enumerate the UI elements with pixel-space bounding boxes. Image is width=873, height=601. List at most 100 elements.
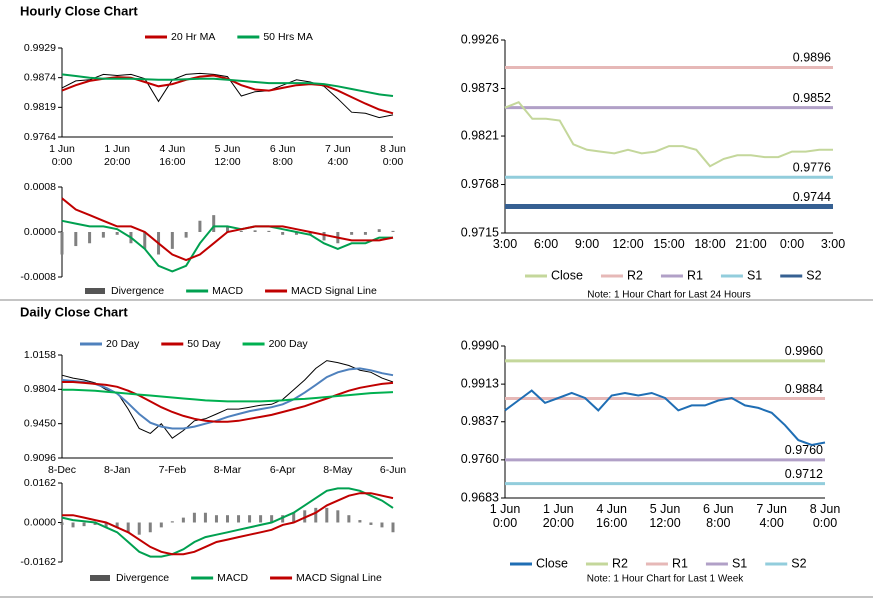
chart-note: Note: 1 Hour Chart for Last 1 Week xyxy=(587,574,745,585)
legend-label: Close xyxy=(551,268,583,282)
x-tick-label: 5 Jun 12:00 xyxy=(649,502,680,530)
level-label: 0.9744 xyxy=(793,190,831,204)
divergence-bar xyxy=(115,232,119,235)
x-tick-label: 3:00 xyxy=(821,237,845,251)
y-tick-label: 0.9715 xyxy=(461,225,499,239)
divergence-bar xyxy=(115,522,119,528)
series-line xyxy=(61,74,394,115)
divergence-bar xyxy=(347,515,351,523)
legend-label: MACD Signal Line xyxy=(291,285,377,297)
price-line xyxy=(61,72,394,119)
legend-label: S1 xyxy=(732,556,747,570)
divergence-bar xyxy=(259,515,263,523)
divergence-bar xyxy=(198,220,202,232)
series-line xyxy=(62,381,394,423)
legend-label: R1 xyxy=(672,556,688,570)
divergence-bar xyxy=(248,515,252,523)
x-tick-label: 6-Jun xyxy=(380,464,406,476)
divergence-bar xyxy=(184,232,188,238)
legend-label: Divergence xyxy=(116,572,169,584)
x-tick-label: 18:00 xyxy=(694,237,725,251)
y-tick-label: 0.9873 xyxy=(461,81,499,95)
legend-label: S1 xyxy=(747,268,762,282)
divergence-bar xyxy=(192,512,196,523)
x-tick-label: 4 Jun 16:00 xyxy=(596,502,627,530)
x-tick-label: 12:00 xyxy=(612,237,643,251)
series-line xyxy=(504,100,833,168)
price-line xyxy=(61,360,394,439)
legend-label: 50 Day xyxy=(187,338,221,350)
x-tick-label: 1 Jun 0:00 xyxy=(490,502,521,530)
y-tick-label: 0.9096 xyxy=(24,452,56,464)
y-tick-label: 1.0158 xyxy=(24,349,56,361)
y-tick-label: 0.9819 xyxy=(24,101,56,113)
x-tick-label: 15:00 xyxy=(653,237,684,251)
divergence-bar xyxy=(237,515,241,523)
legend-label: MACD Signal Line xyxy=(296,572,382,584)
divergence-bar xyxy=(363,232,367,235)
legend-label: R2 xyxy=(627,268,643,282)
legend-label: S2 xyxy=(791,556,806,570)
divergence-bar xyxy=(303,510,307,523)
x-tick-label: 8-May xyxy=(323,464,353,476)
divergence-bar xyxy=(281,232,285,235)
divergence-bar xyxy=(143,232,147,249)
divergence-bar xyxy=(148,522,152,533)
divergence-bar xyxy=(170,521,174,523)
level-label: 0.9712 xyxy=(785,467,823,481)
series-line xyxy=(62,388,394,403)
divergence-bar xyxy=(126,522,130,533)
series-line xyxy=(62,492,394,556)
divergence-bar xyxy=(239,230,243,232)
y-tick-label: 0.9990 xyxy=(461,338,499,352)
x-tick-label: 8-Dec xyxy=(48,464,76,476)
x-tick-label: 8-Jan xyxy=(104,464,130,476)
x-tick-label: 5 Jun 12:00 xyxy=(214,143,240,168)
legend-label: Close xyxy=(536,556,568,570)
divergence-bar xyxy=(212,215,216,232)
y-tick-label: 0.0000 xyxy=(24,226,56,238)
divergence-bar xyxy=(336,510,340,523)
x-tick-label: 7 Jun 4:00 xyxy=(325,143,351,168)
divergence-bar xyxy=(226,226,229,232)
divergence-bar xyxy=(294,232,298,235)
legend-label: MACD xyxy=(212,285,243,297)
legend-swatch xyxy=(90,575,110,581)
x-tick-label: 1 Jun 0:00 xyxy=(49,143,75,168)
divergence-bar xyxy=(101,232,105,238)
divergence-bar xyxy=(104,522,108,528)
divergence-bar xyxy=(377,229,381,232)
x-tick-label: 4 Jun 16:00 xyxy=(159,143,185,168)
y-tick-label: -0.0162 xyxy=(20,556,56,568)
y-tick-label: 0.0008 xyxy=(24,181,56,193)
series-line xyxy=(504,389,826,447)
divergence-bar xyxy=(314,507,318,523)
legend-swatch xyxy=(85,288,105,294)
legend-label: Divergence xyxy=(111,285,164,297)
x-tick-label: 6-Apr xyxy=(270,464,296,476)
divergence-bar xyxy=(93,522,97,525)
x-tick-label: 7-Feb xyxy=(159,464,187,476)
y-tick-label: 0.9768 xyxy=(461,177,499,191)
divergence-bar xyxy=(292,512,296,523)
divergence-bar xyxy=(159,522,163,528)
divergence-bar xyxy=(226,515,229,523)
y-tick-label: 0.9760 xyxy=(461,452,499,466)
y-tick-label: 0.9764 xyxy=(24,131,56,143)
series-line xyxy=(61,197,394,262)
x-tick-label: 8 Jun 0:00 xyxy=(380,143,406,168)
legend-label: 50 Hrs MA xyxy=(263,31,313,43)
y-tick-label: -0.0008 xyxy=(20,271,56,283)
y-tick-label: 0.0000 xyxy=(24,516,56,528)
y-tick-label: 0.9913 xyxy=(461,376,499,390)
y-tick-label: 0.9683 xyxy=(461,490,499,504)
x-tick-label: 0:00 xyxy=(780,237,804,251)
x-tick-label: 8 Jun 0:00 xyxy=(810,502,841,530)
level-label: 0.9960 xyxy=(785,344,823,358)
x-tick-label: 21:00 xyxy=(735,237,766,251)
x-tick-label: 8-Mar xyxy=(214,464,242,476)
x-tick-label: 6 Jun 8:00 xyxy=(270,143,296,168)
divergence-bar xyxy=(380,522,384,528)
level-label: 0.9776 xyxy=(793,161,831,175)
divergence-bar xyxy=(82,522,86,527)
